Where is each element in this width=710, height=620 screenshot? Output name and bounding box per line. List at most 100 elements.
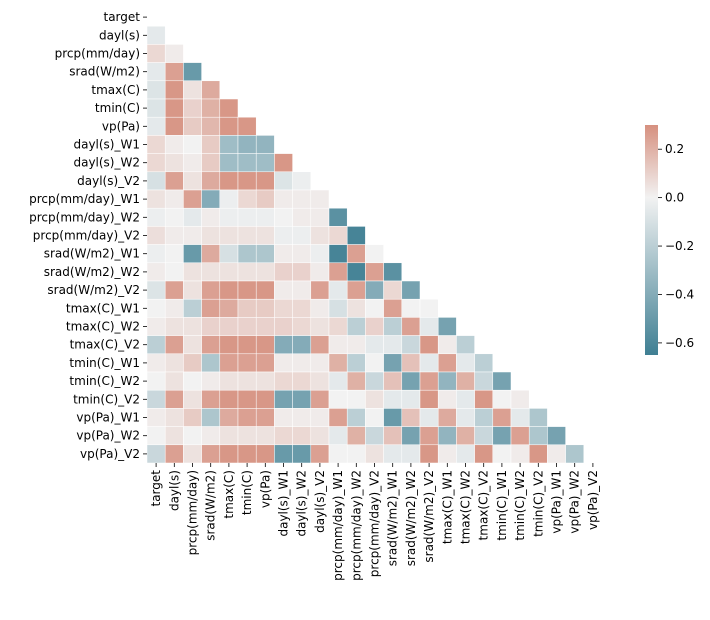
heatmap-cell <box>237 335 257 355</box>
column-label: tmin(C)_V2 <box>531 470 545 537</box>
heatmap-cell <box>547 444 566 464</box>
row-label: srad(W/m2)_V2 <box>47 283 140 297</box>
column-label: tmin(C)_W1 <box>495 470 509 541</box>
heatmap-cell <box>164 80 184 100</box>
heatmap-cell <box>328 371 348 391</box>
heatmap-cell <box>146 389 166 409</box>
heatmap-cell <box>547 426 566 446</box>
heatmap-cell <box>164 335 184 355</box>
heatmap-cell <box>255 353 275 373</box>
heatmap-cell <box>183 389 202 409</box>
heatmap-cell <box>255 226 275 245</box>
heatmap-cell <box>437 353 457 373</box>
heatmap-cell <box>346 444 366 464</box>
heatmap-cell <box>164 189 184 209</box>
heatmap-cell <box>237 171 257 191</box>
heatmap-cell <box>219 335 239 355</box>
heatmap-cell <box>237 371 257 391</box>
heatmap-cell <box>383 371 403 391</box>
column-label: prcp(mm/day)_W2 <box>349 470 363 581</box>
heatmap-cell <box>401 389 421 409</box>
heatmap-cell <box>365 389 384 409</box>
heatmap-cell <box>419 371 439 391</box>
heatmap-cell <box>383 298 403 318</box>
column-label: vp(Pa)_V2 <box>586 470 600 530</box>
heatmap-cell <box>492 408 512 427</box>
heatmap-cell <box>164 171 184 191</box>
colorbar: 0.2 0.0 −0.2 −0.4 −0.6 <box>645 125 694 355</box>
heatmap-cell <box>201 189 221 209</box>
heatmap-cell <box>292 335 312 355</box>
heatmap-cell <box>237 244 257 264</box>
column-label: vp(Pa) <box>258 470 272 508</box>
row-label: srad(W/m2)_W1 <box>44 247 140 261</box>
heatmap-cell <box>274 335 293 355</box>
row-label: tmin(C) <box>95 101 140 115</box>
row-label: tmax(C) <box>91 83 140 97</box>
row-label: dayl(s)_W2 <box>73 156 140 170</box>
column-label: target <box>149 470 163 507</box>
heatmap-cell <box>201 426 221 446</box>
heatmap-cell <box>146 171 166 191</box>
column-label: dayl(s)_V2 <box>313 470 327 533</box>
heatmap-cells <box>146 25 585 464</box>
heatmap-cell <box>146 408 166 427</box>
heatmap-cell <box>255 335 275 355</box>
heatmap-cell <box>474 426 494 446</box>
heatmap-cell <box>201 116 221 136</box>
heatmap-cell <box>255 207 275 227</box>
heatmap-cell <box>164 426 184 446</box>
heatmap-cell <box>274 280 293 300</box>
heatmap-cell <box>274 171 293 191</box>
heatmap-cell <box>164 262 184 282</box>
heatmap-cell <box>310 389 330 409</box>
heatmap-cell <box>456 408 475 427</box>
column-label: tmin(C)_W2 <box>513 470 527 541</box>
heatmap-cell <box>292 353 312 373</box>
heatmap-cell <box>183 62 202 82</box>
heatmap-cell <box>365 317 384 336</box>
heatmap-cell <box>510 426 530 446</box>
heatmap-cell <box>310 244 330 264</box>
heatmap-cell <box>401 280 421 300</box>
heatmap-cell <box>456 426 475 446</box>
heatmap-cell <box>146 62 166 82</box>
heatmap-cell <box>274 371 293 391</box>
heatmap-cell <box>237 353 257 373</box>
heatmap-cell <box>201 389 221 409</box>
heatmap-cell <box>310 444 330 464</box>
row-label: dayl(s) <box>99 28 140 42</box>
heatmap-cell <box>310 353 330 373</box>
heatmap-cell <box>401 426 421 446</box>
row-labels: target dayl(s) prcp(mm/day) srad(W/m2) tmax(… <box>29 10 147 461</box>
heatmap-cell <box>164 62 184 82</box>
heatmap-cell <box>437 444 457 464</box>
heatmap-cell <box>383 426 403 446</box>
heatmap-cell <box>164 244 184 264</box>
row-label: srad(W/m2) <box>69 65 140 79</box>
heatmap-cell <box>328 244 348 264</box>
row-label: prcp(mm/day) <box>55 47 140 61</box>
heatmap-cell <box>419 426 439 446</box>
heatmap-cell <box>237 226 257 245</box>
heatmap-cell <box>328 280 348 300</box>
heatmap-cell <box>201 298 221 318</box>
heatmap-cell <box>346 298 366 318</box>
heatmap-cell <box>237 135 257 154</box>
heatmap-cell <box>183 262 202 282</box>
column-label: tmax(C) <box>222 470 236 519</box>
heatmap-cell <box>146 244 166 264</box>
heatmap-cell <box>201 171 221 191</box>
heatmap-cell <box>383 335 403 355</box>
heatmap-cell <box>183 371 202 391</box>
heatmap-cell <box>164 207 184 227</box>
heatmap-cell <box>292 207 312 227</box>
heatmap-cell <box>510 389 530 409</box>
heatmap-cell <box>219 244 239 264</box>
heatmap-cell <box>219 189 239 209</box>
heatmap-cell <box>274 444 293 464</box>
heatmap-cell <box>219 153 239 173</box>
heatmap-cell <box>274 389 293 409</box>
heatmap-cell <box>219 444 239 464</box>
